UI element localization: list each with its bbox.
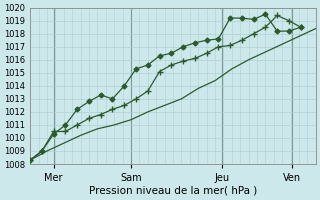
X-axis label: Pression niveau de la mer( hPa ): Pression niveau de la mer( hPa ) xyxy=(89,186,257,196)
